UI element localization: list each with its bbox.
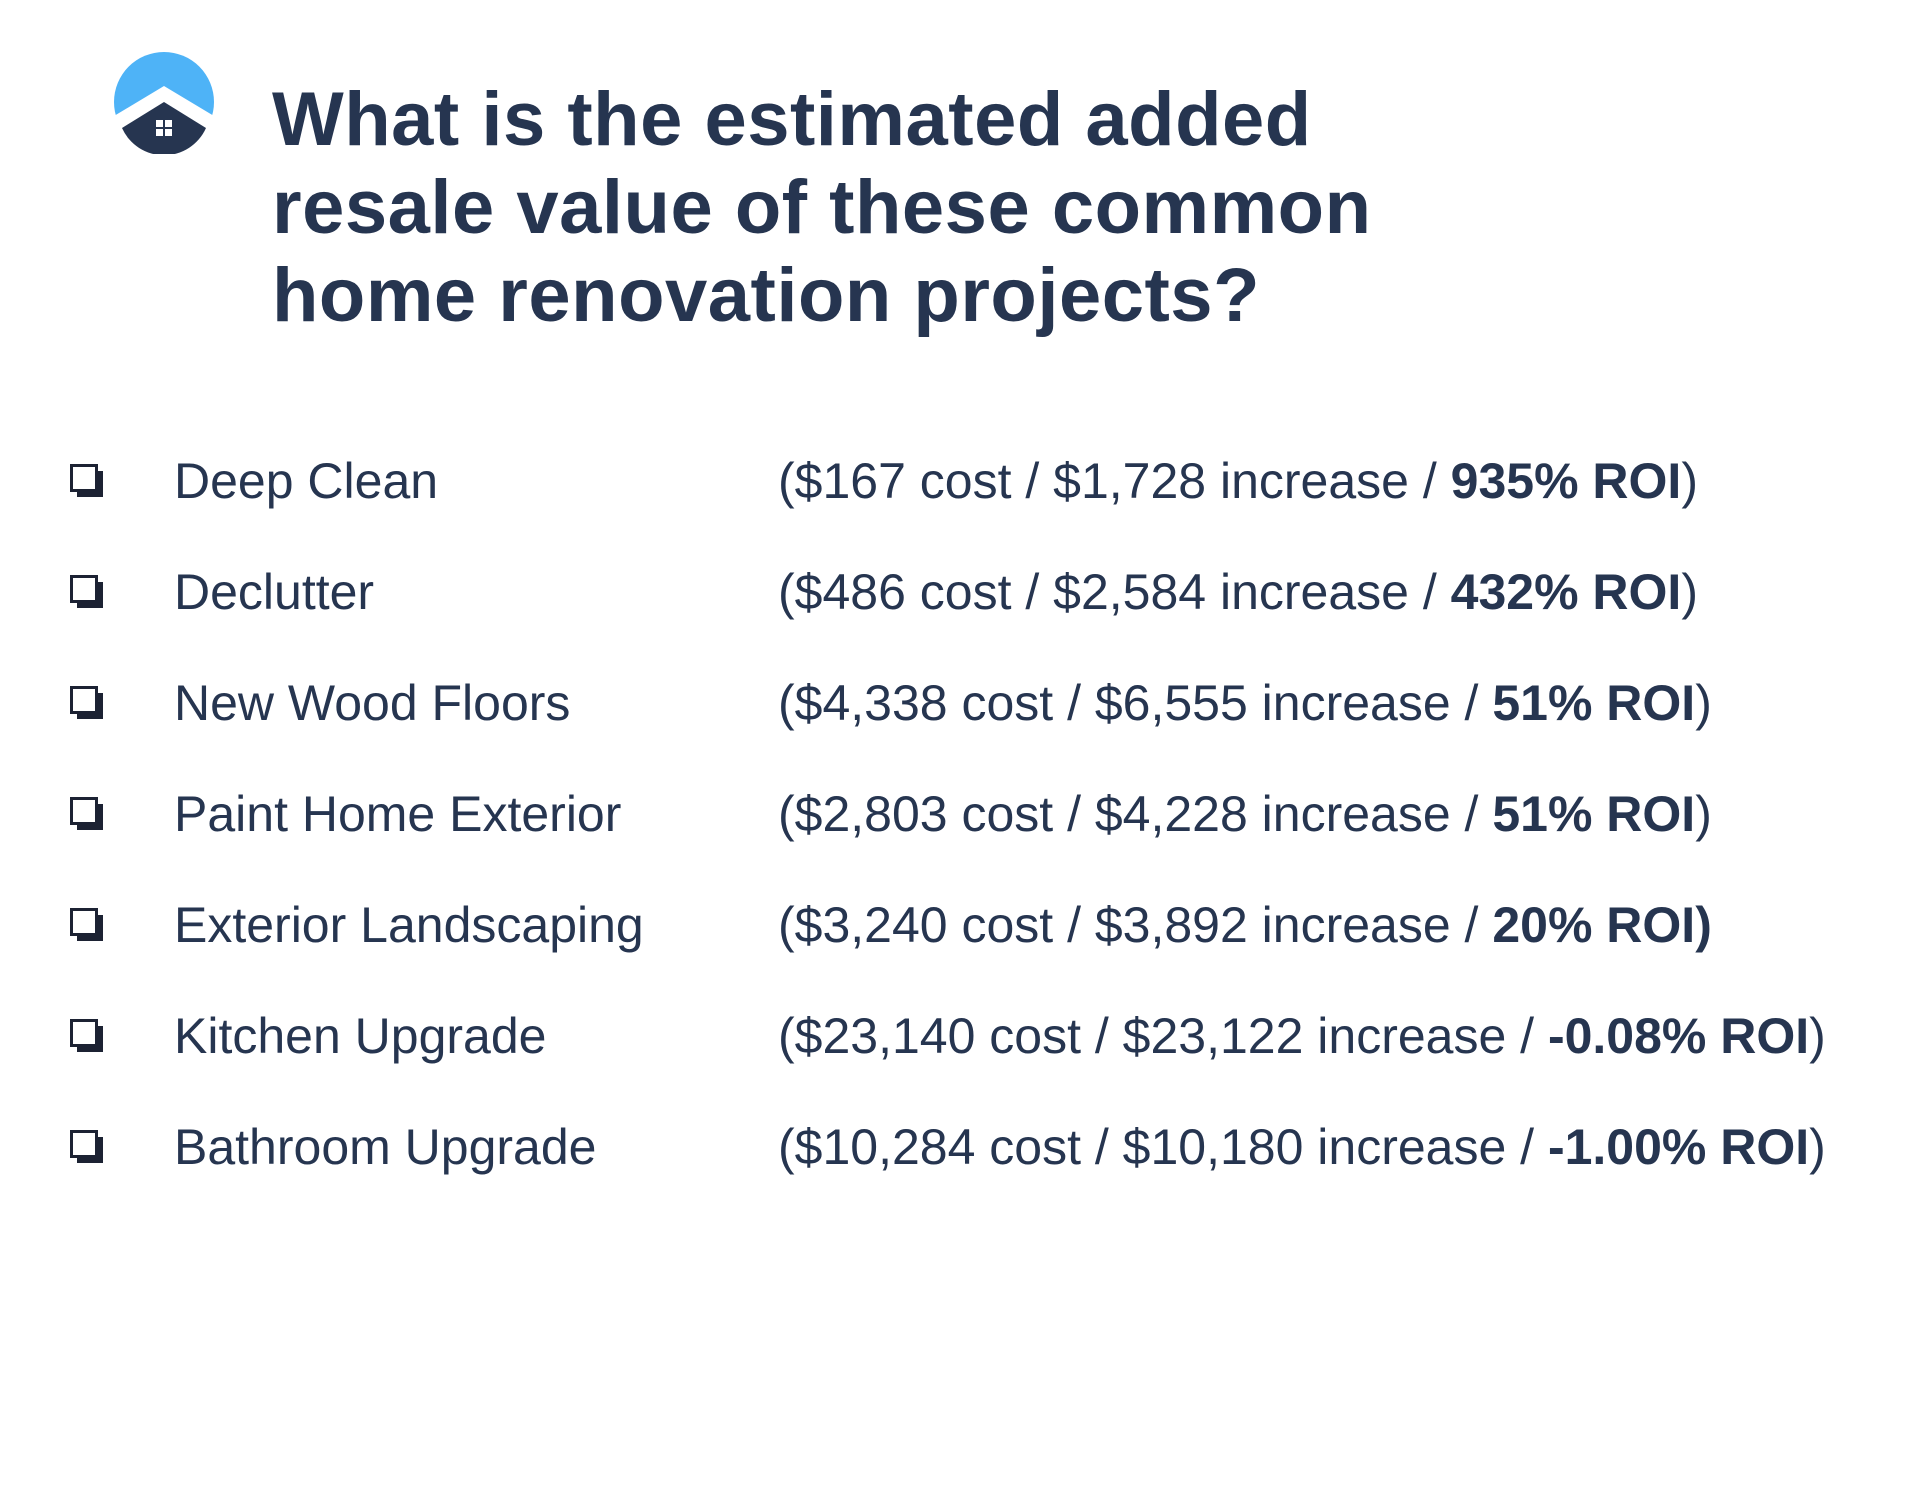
- project-details: ($4,338 cost / $6,555 increase / 51% ROI…: [778, 675, 1712, 731]
- project-name: New Wood Floors: [174, 675, 571, 731]
- checkbox-icon[interactable]: [70, 464, 104, 498]
- list-item: Exterior Landscaping ($3,240 cost / $3,8…: [0, 894, 1910, 1005]
- roi-value: 51% ROI: [1492, 675, 1696, 731]
- project-details: ($23,140 cost / $23,122 increase / -0.08…: [778, 1008, 1826, 1064]
- project-details: ($486 cost / $2,584 increase / 432% ROI): [778, 564, 1698, 620]
- project-name: Paint Home Exterior: [174, 786, 622, 842]
- checkbox-icon[interactable]: [70, 1130, 104, 1164]
- roi-value: 51% ROI: [1492, 786, 1696, 842]
- checkbox-icon[interactable]: [70, 908, 104, 942]
- renovation-list: Deep Clean ($167 cost / $1,728 increase …: [0, 450, 1910, 1227]
- roi-value: -1.00% ROI: [1547, 1119, 1810, 1175]
- list-item: Paint Home Exterior ($2,803 cost / $4,22…: [0, 783, 1910, 894]
- checkbox-icon[interactable]: [70, 797, 104, 831]
- list-item: Kitchen Upgrade ($23,140 cost / $23,122 …: [0, 1005, 1910, 1116]
- list-item: Bathroom Upgrade ($10,284 cost / $10,180…: [0, 1116, 1910, 1227]
- checkbox-icon[interactable]: [70, 686, 104, 720]
- roi-value: 20% ROI): [1492, 897, 1712, 953]
- project-name: Deep Clean: [174, 453, 439, 509]
- project-name: Exterior Landscaping: [174, 897, 644, 953]
- roi-value: 432% ROI: [1450, 564, 1682, 620]
- project-name: Declutter: [174, 564, 375, 620]
- project-details: ($3,240 cost / $3,892 increase / 20% ROI…: [778, 897, 1712, 953]
- project-details: ($167 cost / $1,728 increase / 935% ROI): [778, 453, 1698, 509]
- project-details: ($10,284 cost / $10,180 increase / -1.00…: [778, 1119, 1826, 1175]
- project-name: Bathroom Upgrade: [174, 1119, 597, 1175]
- checkbox-icon[interactable]: [70, 575, 104, 609]
- list-item: Deep Clean ($167 cost / $1,728 increase …: [0, 450, 1910, 561]
- roi-value: -0.08% ROI: [1547, 1008, 1810, 1064]
- house-roof-icon: [114, 52, 214, 154]
- project-details: ($2,803 cost / $4,228 increase / 51% ROI…: [778, 786, 1712, 842]
- list-item: Declutter ($486 cost / $2,584 increase /…: [0, 561, 1910, 672]
- checkbox-icon[interactable]: [70, 1019, 104, 1053]
- list-item: New Wood Floors ($4,338 cost / $6,555 in…: [0, 672, 1910, 783]
- page-title: What is the estimated added resale value…: [272, 77, 1372, 338]
- roi-value: 935% ROI: [1450, 453, 1682, 509]
- project-name: Kitchen Upgrade: [174, 1008, 547, 1064]
